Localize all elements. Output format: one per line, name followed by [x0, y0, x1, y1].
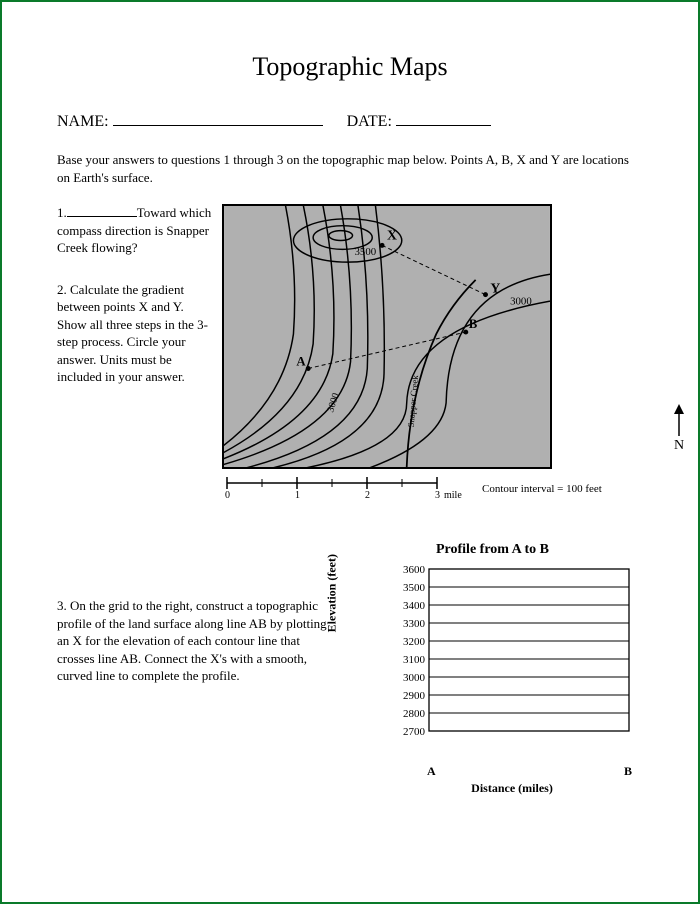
- map-box: X Y A B 3500 3000 3000 Snapper Creek: [222, 204, 552, 469]
- profile-y-axis-label: Elevation (feet): [325, 554, 340, 632]
- svg-text:3100: 3100: [403, 654, 426, 666]
- date-blank[interactable]: [396, 110, 491, 126]
- svg-text:miles: miles: [444, 490, 462, 499]
- q1-answer-blank[interactable]: [67, 205, 137, 217]
- q3-num: 3.: [57, 598, 67, 613]
- map-point-a: A: [296, 355, 306, 369]
- svg-text:2900: 2900: [403, 690, 426, 702]
- compass-n-label: N: [670, 438, 688, 454]
- profile-grid-svg: 3600 3500 3400 3300 3200 3100 3000 2900 …: [397, 564, 632, 739]
- svg-text:3000: 3000: [403, 672, 426, 684]
- svg-text:1: 1: [295, 490, 300, 499]
- map-point-b: B: [469, 317, 478, 331]
- svg-text:2700: 2700: [403, 726, 426, 738]
- q3-text: On the grid to the right, construct a to…: [57, 598, 327, 683]
- profile-x-axis-label: Distance (miles): [397, 781, 627, 796]
- question-3: 3. On the grid to the right, construct a…: [57, 542, 327, 685]
- profile-point-b: B: [624, 764, 632, 779]
- date-label: DATE:: [347, 113, 392, 130]
- contour-interval-label: Contour interval = 100 feet: [482, 483, 602, 495]
- profile-point-a: A: [427, 764, 436, 779]
- svg-text:3300: 3300: [403, 618, 426, 630]
- profile-title: Profile from A to B: [342, 542, 643, 558]
- scale-bar: 0 1 2 3 miles: [222, 475, 462, 502]
- topographic-map: X Y A B 3500 3000 3000 Snapper Creek N: [222, 204, 643, 502]
- svg-text:3500: 3500: [403, 582, 426, 594]
- map-point-x: X: [387, 228, 397, 243]
- question-2: 2. Calculate the gradient between points…: [57, 281, 212, 386]
- svg-text:0: 0: [225, 490, 230, 499]
- map-elev-3500: 3500: [354, 246, 376, 258]
- svg-text:3: 3: [435, 490, 440, 499]
- instructions-text: Base your answers to questions 1 through…: [57, 151, 643, 186]
- scale-row: 0 1 2 3 miles Contour interval = 100 fee…: [222, 475, 643, 502]
- svg-text:3400: 3400: [403, 600, 426, 612]
- q1-num: 1.: [57, 205, 67, 220]
- question-1: 1.Toward which compass direction is Snap…: [57, 204, 212, 257]
- name-label: NAME:: [57, 113, 109, 130]
- svg-text:2800: 2800: [403, 708, 426, 720]
- name-date-row: NAME: DATE:: [57, 110, 643, 131]
- name-blank[interactable]: [113, 110, 323, 126]
- q2-num: 2.: [57, 282, 67, 297]
- map-svg: X Y A B 3500 3000 3000 Snapper Creek: [224, 206, 550, 467]
- map-point-y: Y: [490, 281, 500, 296]
- svg-text:3600: 3600: [403, 564, 426, 576]
- svg-text:2: 2: [365, 490, 370, 499]
- profile-chart-area: Profile from A to B Elevation (feet) 360…: [342, 542, 643, 796]
- compass-icon: N: [670, 404, 688, 454]
- worksheet-title: Topographic Maps: [57, 52, 643, 82]
- q2-text: Calculate the gradient between points X …: [57, 282, 208, 385]
- map-elev-3000-r: 3000: [510, 296, 532, 308]
- svg-text:3200: 3200: [403, 636, 426, 648]
